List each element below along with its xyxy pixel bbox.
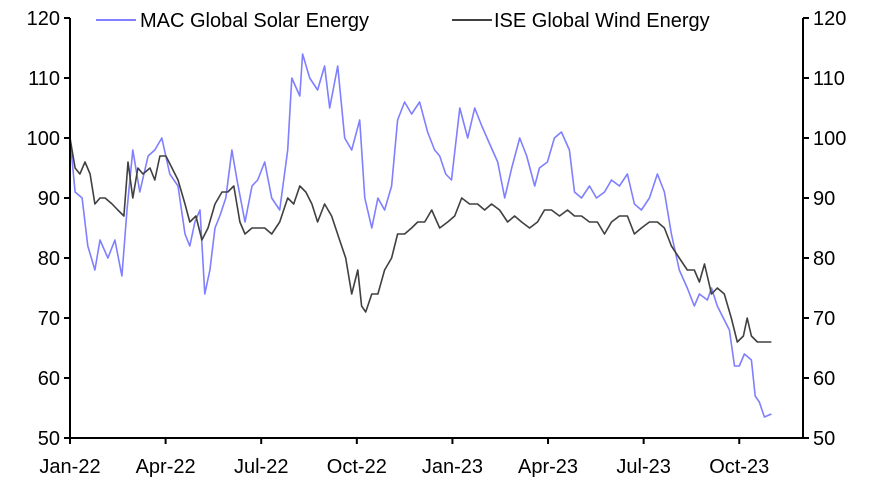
x-tick-label: Apr-23 [518,456,578,478]
x-tick-label: Jul-22 [234,456,288,478]
y-tick-label-right: 50 [813,428,835,450]
y-tick-label-left: 120 [27,8,60,30]
y-tick-label-right: 90 [813,188,835,210]
y-tick-label-left: 60 [38,368,60,390]
series-line-solar [69,53,772,418]
y-tick-label-right: 120 [813,8,846,30]
x-tick-label: Oct-23 [709,456,769,478]
x-tick-label: Apr-22 [136,456,196,478]
legend-label-wind: ISE Global Wind Energy [494,10,710,32]
legend: MAC Global Solar Energy ISE Global Wind … [96,10,710,32]
y-tick-label-right: 110 [813,68,845,90]
x-tick-label: Jul-23 [616,456,670,478]
y-tick-label-left: 100 [27,128,60,150]
y-tick-label-right: 100 [813,128,846,150]
series-line-wind [69,137,772,343]
x-tick-label: Jan-22 [39,456,100,478]
y-tick-label-left: 50 [38,428,60,450]
y-tick-label-left: 90 [38,188,60,210]
y-tick-label-left: 70 [38,308,60,330]
y-tick-label-left: 110 [28,68,60,90]
x-tick-label: Jan-23 [422,456,483,478]
y-tick-label-right: 80 [813,248,835,270]
y-tick-label-right: 60 [813,368,835,390]
legend-label-solar: MAC Global Solar Energy [140,10,369,32]
y-tick-label-right: 70 [813,308,835,330]
y-tick-label-left: 80 [38,248,60,270]
x-tick-label: Oct-22 [327,456,387,478]
